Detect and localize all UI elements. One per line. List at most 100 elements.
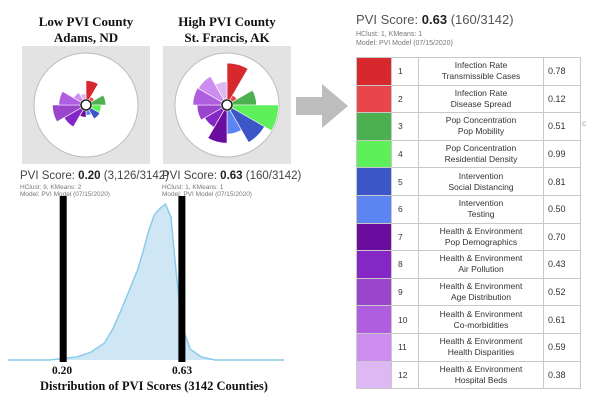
pvi-component-row: 2 Infection Rate Disease Spread 0.12: [356, 84, 581, 114]
high-model: Model: PVI Model (07/15/2020): [162, 191, 252, 198]
component-color-swatch: [356, 305, 392, 334]
component-name: Intervention Testing: [418, 194, 544, 224]
component-value: 0.99: [543, 139, 581, 169]
high-score-line: PVI Score: 0.63 (160/3142): [162, 170, 301, 182]
component-name: Pop Concentration Pop Mobility: [418, 112, 544, 141]
low-county-heading: Low PVI County: [38, 14, 134, 29]
distribution-caption: Distribution of PVI Scores (3142 Countie…: [40, 379, 268, 393]
distribution-area: [8, 204, 284, 360]
component-value: 0.38: [543, 360, 581, 390]
pvi-component-row: 4 Pop Concentration Residential Density 0.9…: [356, 139, 581, 169]
component-subcategory: Pop Demographics: [444, 236, 518, 247]
component-category: Pop Concentration: [445, 143, 517, 154]
low-rose-slice-9: [52, 104, 82, 123]
high-score-value: 0.63: [220, 170, 243, 182]
detail-model: Model: PVI Model (07/15/2020): [356, 40, 453, 47]
component-subcategory: Hospital Beds: [454, 374, 508, 385]
low-score-value: 0.20: [78, 170, 101, 182]
component-name: Health & Environment Pop Demographics: [418, 222, 544, 252]
component-color-swatch: [356, 194, 392, 224]
low-model: Model: PVI Model (07/15/2020): [20, 191, 110, 198]
component-name: Health & Environment Hospital Beds: [418, 360, 544, 390]
component-subcategory: Air Pollution: [458, 264, 504, 275]
high-rose-center: [221, 99, 233, 111]
low-county-title: Low PVI County Adams, ND: [16, 14, 156, 46]
component-subcategory: Health Disparities: [447, 347, 515, 358]
component-name: Pop Concentration Residential Density: [418, 139, 544, 169]
component-category: Infection Rate: [454, 87, 508, 98]
detail-hclust: HClust: 1, KMeans: 1: [356, 31, 423, 38]
high-county-title: High PVI County St. Francis, AK: [157, 14, 297, 46]
component-number: 5: [391, 167, 419, 196]
low-rose-slice-3: [90, 94, 107, 106]
distribution-curve: [8, 202, 284, 361]
component-subcategory: Co-morbidities: [453, 319, 509, 330]
low-score-label: PVI Score:: [20, 170, 75, 182]
component-category: Intervention: [458, 198, 504, 209]
high-county-heading: High PVI County: [178, 14, 276, 29]
high-score-label: PVI Score:: [162, 170, 217, 182]
low-rose-svg: [33, 52, 139, 158]
component-number: 4: [391, 139, 419, 169]
component-color-swatch: [356, 250, 392, 279]
component-category: Health & Environment: [439, 363, 523, 374]
component-number: 8: [391, 250, 419, 279]
component-number: 12: [391, 360, 419, 390]
component-name: Health & Environment Co-morbidities: [418, 305, 544, 334]
high-rose-slice-7: [207, 109, 228, 144]
high-county-rose-chart: [163, 46, 291, 164]
detail-score-label: PVI Score:: [356, 12, 419, 27]
component-subcategory: Testing: [467, 209, 495, 220]
component-number: 6: [391, 194, 419, 224]
distribution-marker-high: [178, 196, 186, 362]
low-rose-slice-10: [58, 91, 82, 106]
high-rose-slice-4: [231, 104, 279, 132]
high-score-rank: (160/3142): [245, 170, 302, 182]
component-category: Health & Environment: [439, 281, 523, 292]
component-value: 0.43: [543, 250, 581, 279]
component-name: Intervention Social Distancing: [418, 167, 544, 196]
dist-tick-low: 0.20: [52, 365, 73, 377]
component-color-swatch: [356, 222, 392, 252]
pvi-component-row: 1 Infection Rate Transmissible Cases 0.78: [356, 57, 581, 86]
component-subcategory: Social Distancing: [448, 181, 514, 192]
component-subcategory: Transmissible Cases: [441, 71, 521, 82]
component-color-swatch: [356, 84, 392, 114]
component-value: 0.70: [543, 222, 581, 252]
component-number: 11: [391, 332, 419, 362]
component-color-swatch: [356, 167, 392, 196]
low-score-rank: (3,126/3142): [103, 170, 169, 182]
pvi-distribution-chart: [8, 196, 284, 362]
clipped-text-fragment: c: [582, 119, 586, 128]
component-subcategory: Residential Density: [444, 154, 518, 165]
component-value: 0.59: [543, 332, 581, 362]
pvi-component-rows: 1 Infection Rate Transmissible Cases 0.78 2 I…: [356, 57, 581, 390]
low-rose-slice-5: [88, 107, 101, 120]
high-rose-slice-12: [214, 81, 228, 101]
component-color-swatch: [356, 112, 392, 141]
low-score-line: PVI Score: 0.20 (3,126/3142): [20, 170, 169, 182]
low-rose-slice-1: [85, 80, 99, 101]
component-name: Health & Environment Health Disparities: [418, 332, 544, 362]
component-category: Health & Environment: [439, 225, 523, 236]
high-rose-slice-10: [192, 87, 223, 106]
component-number: 10: [391, 305, 419, 334]
pvi-component-row: 9 Health & Environment Age Distribution 0.5…: [356, 277, 581, 307]
component-color-swatch: [356, 360, 392, 390]
pvi-component-row: 7 Health & Environment Pop Demographics 0.7…: [356, 222, 581, 252]
component-number: 7: [391, 222, 419, 252]
component-color-swatch: [356, 57, 392, 86]
component-subcategory: Pop Mobility: [457, 126, 505, 137]
high-hclust: HClust: 1, KMeans: 1: [162, 184, 224, 191]
component-name: Infection Rate Transmissible Cases: [418, 57, 544, 86]
pvi-component-row: 3 Pop Concentration Pop Mobility 0.51: [356, 112, 581, 141]
component-value: 0.81: [543, 167, 581, 196]
low-hclust: HClust: 9, KMeans: 2: [20, 184, 82, 191]
component-name: Health & Environment Air Pollution: [418, 250, 544, 279]
low-county-rose-chart: [22, 46, 150, 164]
detail-score-value: 0.63: [421, 12, 448, 27]
pvi-component-row: 12 Health & Environment Hospital Beds 0.38: [356, 360, 581, 390]
component-value: 0.78: [543, 57, 581, 86]
component-color-swatch: [356, 332, 392, 362]
component-name: Health & Environment Age Distribution: [418, 277, 544, 307]
